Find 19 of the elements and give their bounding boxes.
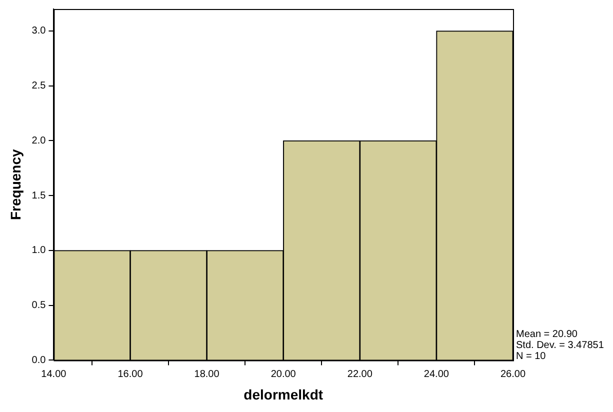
x-tick-label: 22.00 [347, 368, 373, 380]
y-tick-label: 0.5 [32, 300, 46, 312]
text: N = 10 [516, 351, 546, 362]
y-tick-label: 2.5 [32, 80, 46, 92]
x-axis-title: delormelkdt [244, 386, 324, 402]
x-tick-label: 16.00 [118, 368, 144, 380]
y-tick-label: 2.0 [32, 135, 46, 146]
x-tick-label: 14.00 [41, 368, 67, 380]
x-tick-label: 24.00 [424, 368, 450, 380]
text: Mean = 20.90 [516, 329, 578, 340]
x-tick-label: 20.00 [270, 368, 296, 380]
y-tick-label: 1.0 [32, 245, 46, 256]
y-tick-label: 3.0 [32, 26, 46, 37]
y-tick-label: 0.0 [32, 354, 46, 366]
y-axis-title: Frequency [7, 148, 24, 220]
y-tick-label: 1.5 [32, 190, 46, 202]
text: Std. Dev. = 3.47851 [516, 340, 604, 352]
x-tick-label: 18.00 [194, 368, 220, 380]
x-tick-label: 26.00 [500, 368, 526, 380]
